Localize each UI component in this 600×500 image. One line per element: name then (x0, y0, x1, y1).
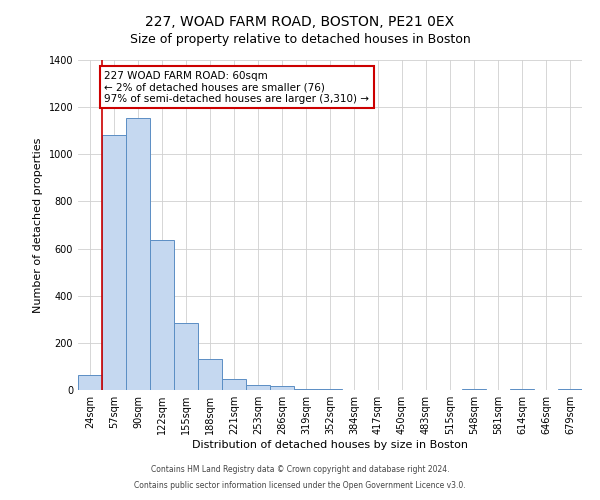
Bar (174, 323, 198, 390)
Text: 227 WOAD FARM ROAD: 60sqm
← 2% of detached houses are smaller (76)
97% of semi-d: 227 WOAD FARM ROAD: 60sqm ← 2% of detach… (104, 70, 370, 104)
Bar (150, 240, 174, 390)
Bar (270, 386, 294, 390)
Bar (294, 389, 318, 390)
Bar (462, 389, 486, 390)
Bar (246, 386, 270, 390)
Bar (510, 389, 534, 390)
Bar (222, 379, 246, 390)
Bar (78, 374, 102, 390)
Text: 227, WOAD FARM ROAD, BOSTON, PE21 0EX: 227, WOAD FARM ROAD, BOSTON, PE21 0EX (145, 15, 455, 29)
Bar (198, 360, 222, 390)
Bar (102, 136, 126, 390)
Text: Contains public sector information licensed under the Open Government Licence v3: Contains public sector information licen… (134, 480, 466, 490)
Text: Size of property relative to detached houses in Boston: Size of property relative to detached ho… (130, 32, 470, 46)
Bar (558, 389, 582, 390)
Bar (126, 118, 150, 390)
X-axis label: Distribution of detached houses by size in Boston: Distribution of detached houses by size … (192, 440, 468, 450)
Bar (318, 389, 342, 390)
Text: Contains HM Land Registry data © Crown copyright and database right 2024.: Contains HM Land Registry data © Crown c… (151, 466, 449, 474)
Y-axis label: Number of detached properties: Number of detached properties (33, 138, 43, 312)
